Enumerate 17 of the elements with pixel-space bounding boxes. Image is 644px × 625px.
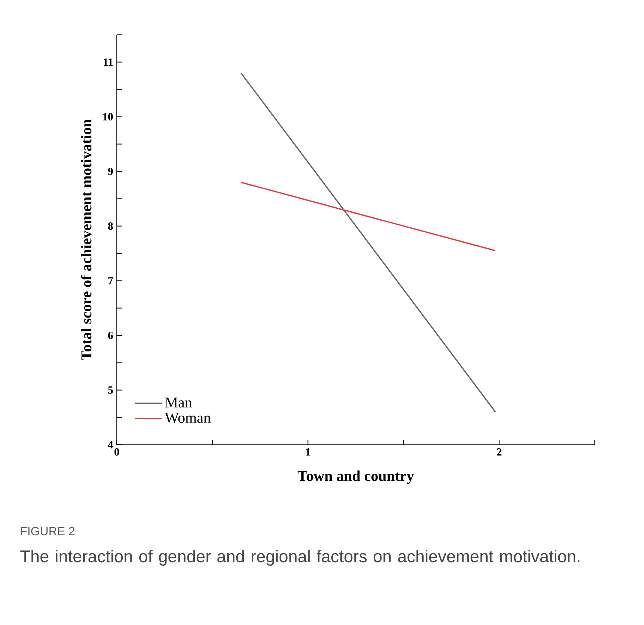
- y-tick-label: 10: [103, 113, 114, 121]
- text: The interaction of gender and regional factors on achievement motivation.: [20, 550, 580, 566]
- legend-label: Woman: [165, 413, 211, 424]
- caption: FIGURE 2: [21, 527, 75, 536]
- x-tick-label: 0: [114, 448, 120, 456]
- legend-label: Man: [165, 398, 192, 408]
- y-tick-label: 4: [108, 441, 114, 449]
- y-tick-label: 6: [108, 332, 114, 340]
- y-tick-label: 11: [104, 58, 113, 66]
- y-tick-label: 9: [108, 168, 114, 176]
- x-tick-label: 1: [306, 448, 310, 456]
- y-tick-label: 7: [108, 277, 114, 285]
- y-axis-title: Total score of achievement motivation: [81, 119, 92, 361]
- y-tick-label: 8: [108, 222, 114, 230]
- y-tick-label: 5: [108, 386, 114, 394]
- x-axis-title: Town and country: [298, 470, 414, 484]
- x-tick-label: 2: [497, 448, 502, 456]
